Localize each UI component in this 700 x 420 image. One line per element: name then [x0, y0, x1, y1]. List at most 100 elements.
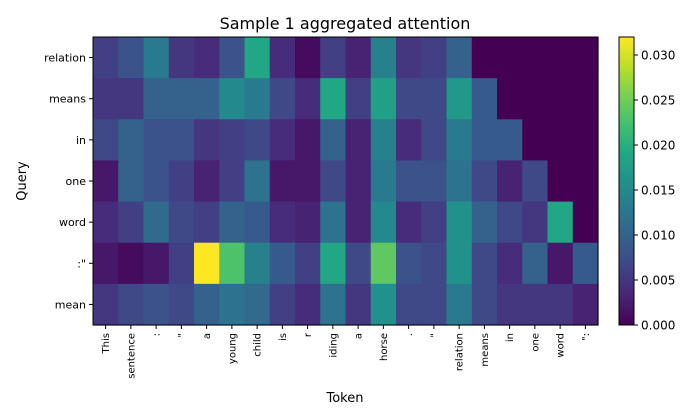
heatmap-cell	[522, 78, 549, 120]
heatmap-cell	[572, 160, 599, 203]
heatmap-cell	[320, 201, 347, 244]
colorbar-tick-label: 0.020	[641, 139, 675, 153]
heatmap-cell	[194, 37, 220, 79]
heatmap-cell	[93, 160, 119, 203]
colorbar-tick-label: 0.015	[641, 184, 675, 198]
y-tick-label: mean	[55, 298, 86, 311]
heatmap-cell	[471, 242, 498, 285]
heatmap-cell	[269, 78, 296, 120]
heatmap-cell	[269, 283, 296, 326]
x-tick-label: horse	[379, 333, 390, 361]
heatmap-cell	[143, 201, 170, 244]
heatmap-cell	[497, 37, 523, 79]
heatmap-cell	[572, 78, 599, 120]
heatmap-cell	[320, 78, 347, 120]
heatmap-cell	[572, 242, 599, 285]
heatmap-cell	[168, 119, 195, 162]
heatmap-cell	[421, 160, 448, 203]
heatmap-cell	[219, 283, 246, 326]
heatmap-cell	[118, 78, 145, 120]
x-tick-label: in	[505, 333, 516, 342]
heatmap-cell	[421, 37, 448, 79]
heatmap-cell	[497, 119, 523, 162]
x-tick-label: sentence	[126, 333, 137, 379]
heatmap-cell	[572, 37, 599, 79]
heatmap-cell	[143, 283, 170, 326]
heatmap-cell	[244, 119, 271, 162]
heatmap-cell	[547, 242, 574, 285]
x-axis-label: Token	[326, 391, 364, 406]
heatmap-cell	[547, 201, 574, 244]
heatmap-cell	[143, 242, 170, 285]
heatmap-cell	[168, 78, 195, 120]
heatmap-cell	[497, 201, 523, 244]
heatmap-cell	[244, 283, 271, 326]
heatmap-cell	[522, 201, 549, 244]
heatmap-cell	[446, 37, 473, 79]
x-tick-label: a	[354, 333, 365, 339]
y-tick-label: :"	[77, 257, 86, 270]
heatmap-cell	[345, 283, 372, 326]
heatmap-cell	[168, 160, 195, 203]
heatmap-cell	[522, 37, 549, 79]
heatmap-cell	[194, 242, 220, 285]
heatmap-cell	[547, 78, 574, 120]
heatmap-cell	[219, 119, 246, 162]
heatmap-cell	[370, 242, 397, 285]
heatmap-cell	[295, 283, 321, 326]
heatmap-cell	[295, 37, 321, 79]
colorbar-tick-label: 0.025	[641, 94, 675, 108]
heatmap-cell	[143, 119, 170, 162]
colorbar-gradient	[618, 36, 635, 326]
heatmap-cell	[118, 201, 145, 244]
heatmap-cell	[269, 242, 296, 285]
heatmap-cell	[269, 119, 296, 162]
heatmap-cell	[219, 37, 246, 79]
x-tick-label: .	[404, 333, 415, 336]
heatmap-cell	[396, 37, 422, 79]
x-tick-label: child	[253, 333, 264, 357]
heatmap-cell	[219, 242, 246, 285]
heatmap-cell	[370, 201, 397, 244]
heatmap-cell	[194, 160, 220, 203]
heatmap-cell	[446, 160, 473, 203]
colorbar-tick-label: 0.000	[641, 319, 675, 333]
heatmap-cell	[396, 119, 422, 162]
heatmap-cell	[446, 78, 473, 120]
heatmap-cell	[471, 37, 498, 79]
heatmap-cell	[244, 78, 271, 120]
heatmap-cell	[522, 119, 549, 162]
heatmap-cell	[118, 37, 145, 79]
heatmap-cell	[396, 78, 422, 120]
colorbar-tick-label: 0.010	[641, 229, 675, 243]
heatmap-cell	[93, 119, 119, 162]
heatmap-cell	[219, 160, 246, 203]
y-axis-ticks: relation means in one word:" mean	[44, 52, 93, 311]
heatmap-cell	[168, 37, 195, 79]
heatmap-cell	[345, 201, 372, 244]
heatmap-cell	[194, 283, 220, 326]
x-tick-label: one	[530, 333, 541, 352]
heatmap-cell	[244, 160, 271, 203]
y-tick-label: word	[59, 216, 86, 229]
heatmap-cell	[572, 283, 599, 326]
heatmap-cell	[471, 201, 498, 244]
x-tick-label: young	[227, 333, 238, 364]
heatmap-cell	[471, 78, 498, 120]
heatmap-cell	[118, 160, 145, 203]
heatmap-cell	[446, 283, 473, 326]
heatmap-cell	[345, 37, 372, 79]
heatmap-cell	[522, 283, 549, 326]
y-tick-label: in	[76, 134, 86, 147]
heatmap-cell	[219, 78, 246, 120]
heatmap-cell	[370, 37, 397, 79]
y-tick-label: relation	[44, 52, 86, 65]
heatmap-cells	[93, 37, 599, 326]
heatmap-cell	[93, 201, 119, 244]
heatmap-cell	[244, 201, 271, 244]
heatmap-cell	[295, 78, 321, 120]
heatmap-cell	[168, 201, 195, 244]
colorbar-tick-label: 0.005	[641, 274, 675, 288]
heatmap-cell	[471, 119, 498, 162]
